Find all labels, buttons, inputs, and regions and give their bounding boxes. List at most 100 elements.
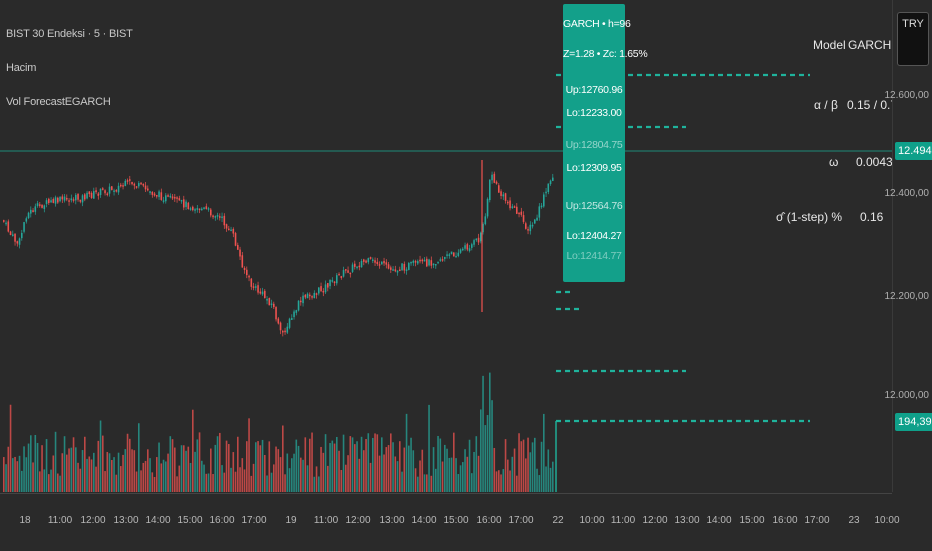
volume-bar [277,449,280,492]
volume-bar [201,460,203,492]
volume-bar [48,474,50,492]
volume-bar [545,466,547,492]
volume-bar [471,473,473,492]
volume-bar [180,445,183,492]
volume-bar [151,472,154,492]
volume-value-badge: 194,39M [895,413,932,431]
volume-bar [448,457,451,492]
panel-line: GARCH • h=96 [563,18,631,30]
volume-bar [466,456,469,492]
time-label: 17:00 [804,515,830,526]
volume-bar [369,462,372,492]
volume-bar [169,436,172,492]
volume-bar [259,445,262,492]
volume-bar [421,449,424,492]
time-label: 19 [285,515,297,526]
time-label: 15:00 [739,515,765,526]
volume-bar [507,459,509,492]
volume-bar [336,436,338,492]
volume-bar [70,447,73,492]
volume-bar [84,436,86,492]
panel-line: Up:12804.75 [565,139,623,151]
volume-bar [243,469,246,492]
volume-bar [162,459,165,492]
stats-model-label: Model [813,38,846,52]
price-chart[interactable] [0,0,892,492]
volume-bar [120,466,122,492]
volume-bar [423,474,426,492]
volume-bar [513,448,516,492]
volume-bar [153,476,156,492]
volume-bar [284,474,286,492]
price-axis[interactable]: 12.600,00 12.400,00 12.200,00 12.000,00 … [885,0,932,492]
volume-bar [410,437,412,492]
volume-bar [475,436,478,492]
volume-bar [138,423,140,492]
volume-bar [338,450,340,492]
volume-bar [124,449,127,492]
volume-bar [192,409,194,492]
volume-bar [77,462,79,492]
volume-bar [3,457,5,492]
volume-bars [3,372,554,492]
indicator-legend[interactable]: Vol ForecastEGARCH [6,96,111,108]
volume-bar [111,460,113,492]
volume-bar [358,458,361,492]
volume-bar [279,457,282,492]
panel-line: Lo:12414.77 [566,250,622,262]
volume-bar [329,443,331,492]
volume-legend[interactable]: Hacim [6,62,37,74]
volume-bar [297,445,300,492]
volume-bar [255,442,257,492]
volume-bar [306,465,309,492]
symbol-legend[interactable]: BIST 30 Endeksi · 5 · BIST [6,28,133,40]
forecast-band-lines [555,73,810,492]
time-label: 11:00 [47,515,73,526]
volume-bar [426,474,428,492]
volume-bar [108,453,111,492]
volume-bar [16,461,19,492]
volume-bar [27,443,30,492]
volume-bar [462,462,464,492]
volume-bar [374,433,376,492]
volume-bar [205,473,208,492]
volume-bar [232,452,235,492]
currency-button[interactable]: TRY [897,12,929,66]
volume-bar [176,476,178,492]
time-axis[interactable]: 18 11:00 12:00 13:00 14:00 15:00 16:00 17:00 19 1… [0,493,900,551]
volume-bar [360,436,363,492]
volume-bar [212,474,214,492]
volume-bar [23,446,25,492]
volume-bar [291,458,293,492]
volume-bar [117,452,120,492]
volume-bar [115,474,118,492]
volume-bar [441,461,444,492]
volume-bar [412,450,415,492]
volume-bar [482,375,484,492]
volume-bar [122,454,124,492]
volume-bar [351,437,354,492]
volume-bar [392,442,394,492]
volume-bar [273,464,275,492]
volume-bar [95,466,97,492]
time-label: 10:00 [579,515,605,526]
volume-bar [158,442,160,492]
volume-bar [477,455,480,492]
volume-bar [207,473,210,492]
volume-bar [167,453,169,492]
volume-bar [203,464,205,492]
volume-bar [104,471,106,492]
price-label: 12.600,00 [884,90,930,101]
volume-bar [88,456,91,492]
volume-bar [250,475,253,492]
volume-bar [552,461,554,492]
volume-bar [313,476,316,492]
volume-bar [459,465,462,492]
volume-bar [216,436,219,492]
volume-bar [288,468,291,492]
volume-bar [131,449,133,492]
volume-bar [333,443,336,492]
volume-bar [518,433,520,492]
volume-bar [365,439,367,492]
volume-bar [502,469,505,492]
